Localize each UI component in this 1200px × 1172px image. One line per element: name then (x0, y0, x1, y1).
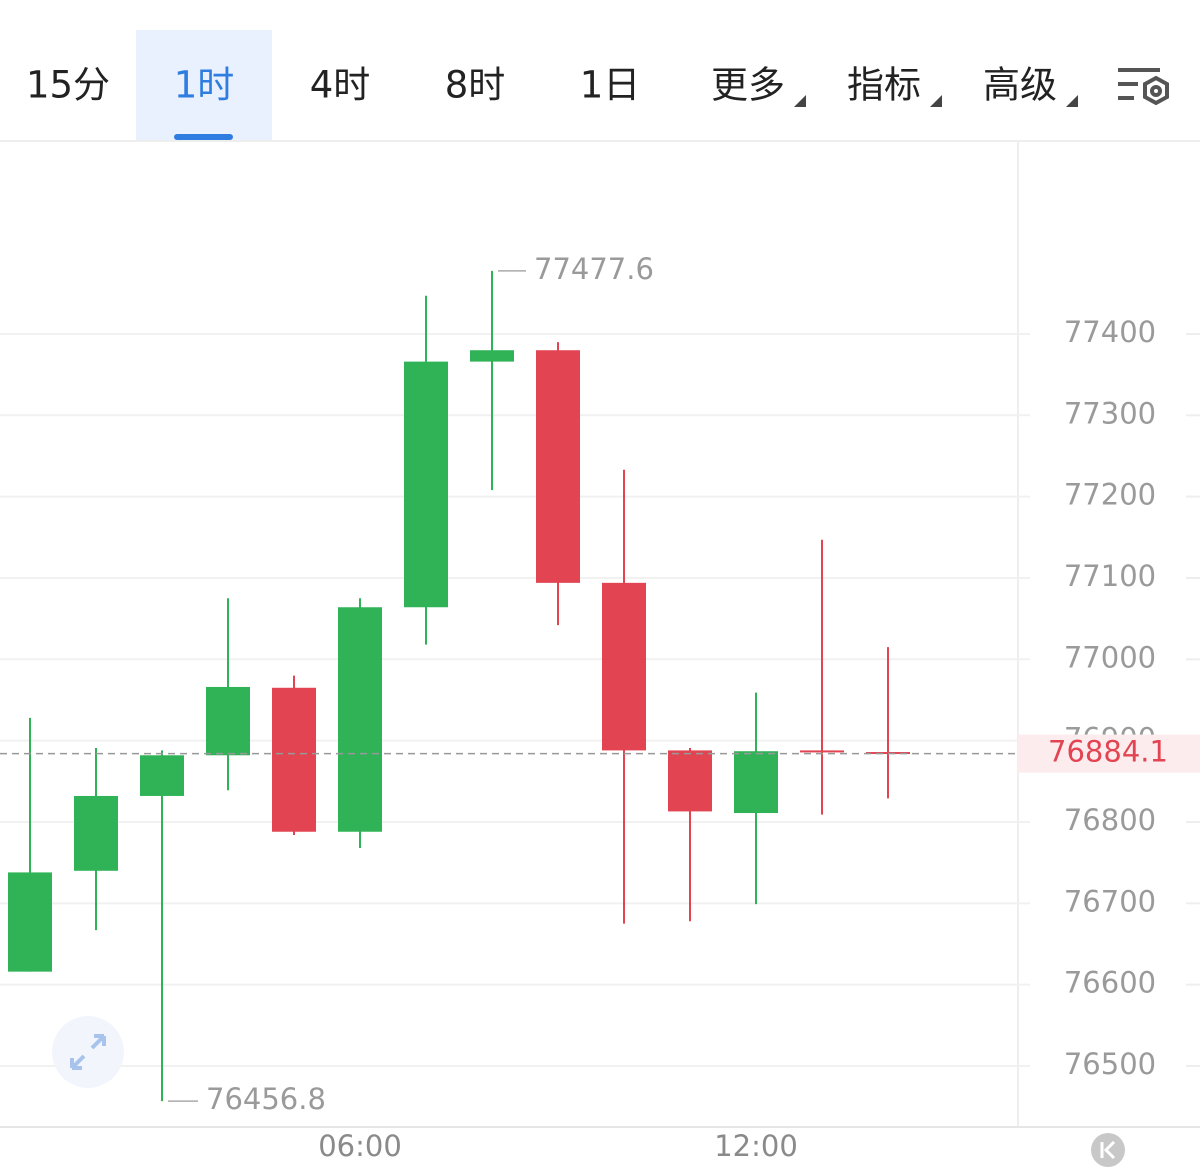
tab-label[interactable]: 15分 (26, 64, 110, 107)
tab-label[interactable]: 高级 (983, 64, 1057, 107)
active-tab-indicator (174, 134, 233, 140)
active-tab-bg (136, 30, 272, 140)
y-tick-label: 77100 (1064, 559, 1156, 593)
candle-body (536, 350, 580, 583)
y-tick-label: 77300 (1064, 396, 1156, 430)
high-annotation: 77477.6 (534, 252, 654, 286)
dropdown-caret (1066, 95, 1078, 107)
candle-body (206, 686, 250, 756)
x-tick-label: 12:00 (714, 1129, 798, 1163)
last-price-label: 76884.1 (1048, 735, 1168, 769)
y-tick-label: 77200 (1064, 478, 1156, 512)
candle-body (140, 755, 184, 796)
y-tick-label: 76700 (1064, 884, 1156, 918)
candle-body (8, 872, 52, 972)
tab-label[interactable]: 更多 (711, 64, 785, 107)
tab-label[interactable]: 4时 (310, 64, 371, 107)
y-tick-label: 77400 (1064, 315, 1156, 349)
y-tick-label: 76800 (1064, 803, 1156, 837)
low-annotation: 76456.8 (206, 1082, 326, 1116)
tab-label[interactable]: 8时 (445, 64, 506, 107)
tab-label[interactable]: 1时 (174, 64, 235, 107)
dropdown-caret (794, 95, 806, 107)
candle-body (404, 361, 448, 608)
candle-body (602, 582, 646, 751)
scroll-to-latest-button[interactable] (1091, 1133, 1125, 1167)
dropdown-caret (930, 95, 942, 107)
tab-label[interactable]: 1日 (580, 64, 641, 107)
candle-body (338, 607, 382, 832)
candle-body (272, 687, 316, 832)
tab-label[interactable]: 指标 (847, 64, 921, 107)
y-tick-label: 76600 (1064, 966, 1156, 1000)
candle-body (668, 750, 712, 812)
candle-body (734, 751, 778, 814)
candle-body (74, 795, 118, 871)
candle-body (470, 350, 514, 362)
expand-button[interactable] (52, 1016, 124, 1088)
candle-body (800, 750, 844, 753)
y-tick-label: 76500 (1064, 1047, 1156, 1081)
y-tick-label: 77000 (1064, 640, 1156, 674)
last-price-bg (1018, 734, 1200, 773)
x-tick-label: 06:00 (318, 1129, 402, 1163)
plot (0, 270, 1200, 1102)
settings-icon[interactable] (1118, 68, 1169, 106)
